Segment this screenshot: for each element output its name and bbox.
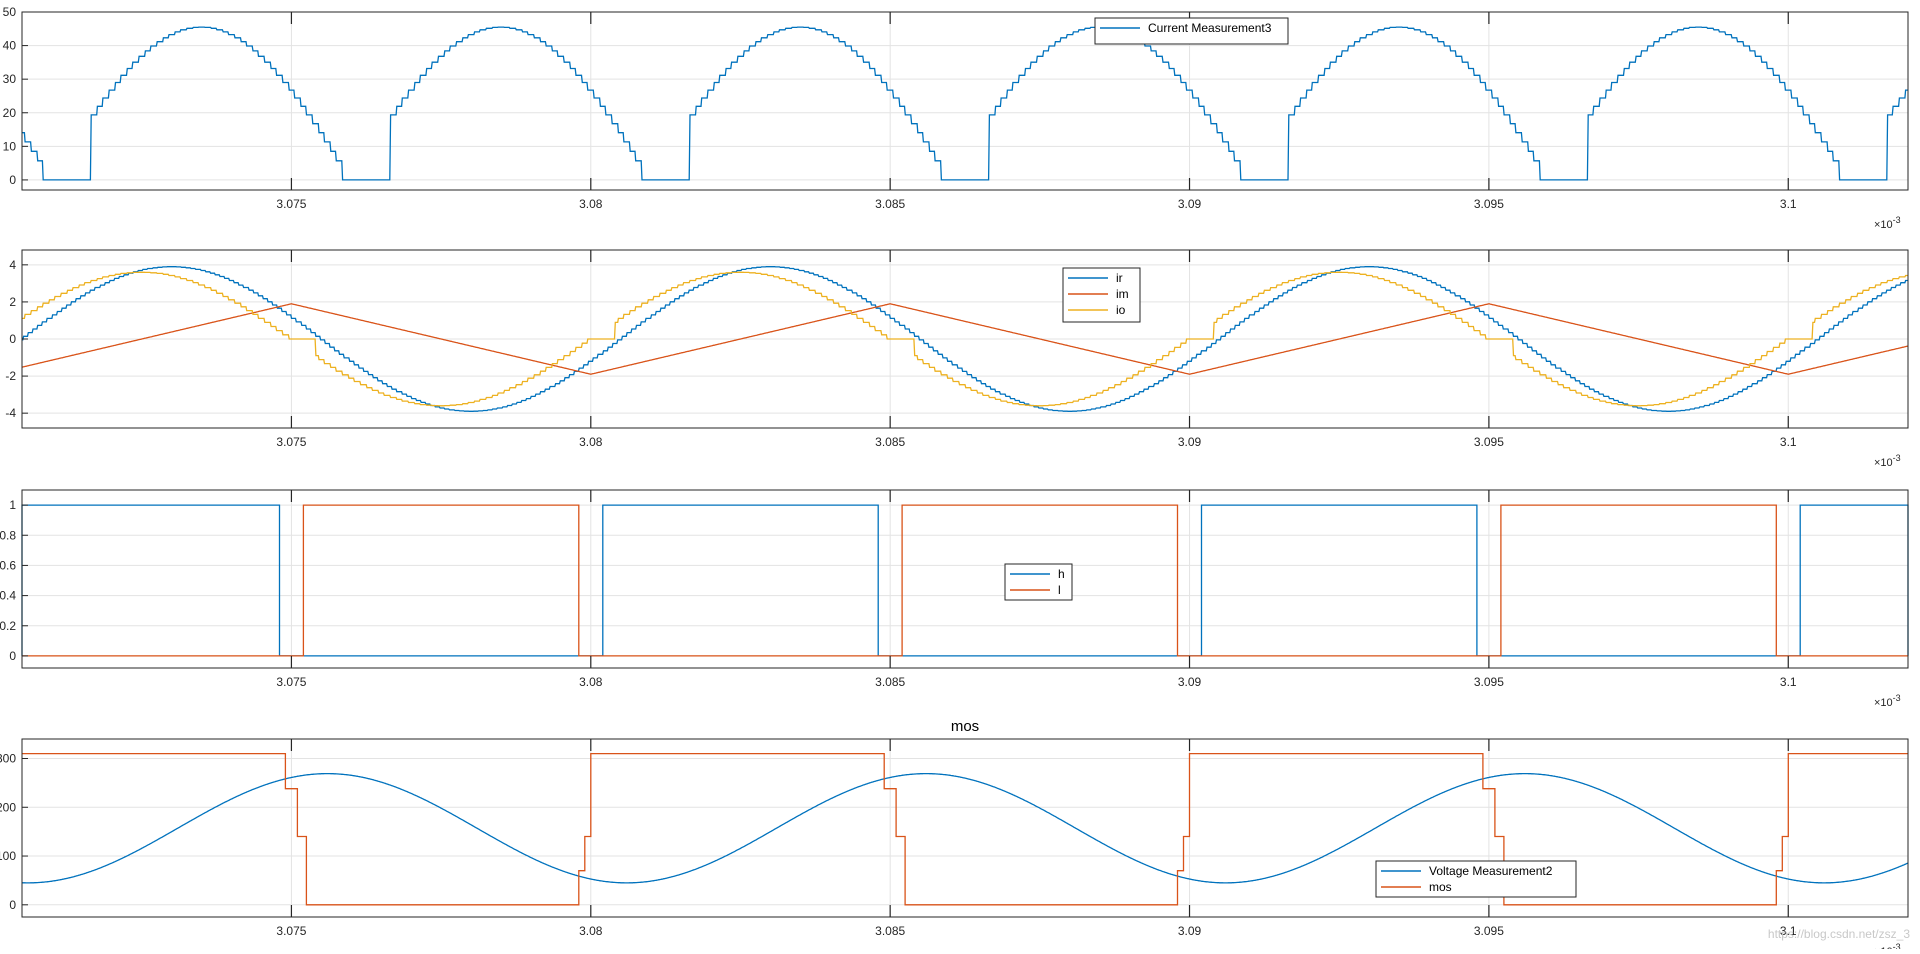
x-tick-label: 3.08 [579,197,603,211]
x-exponent-power: -3 [1893,693,1901,703]
x-tick-label: 3.085 [875,924,905,938]
legend-label-ir: ir [1116,271,1123,285]
plot-title: mos [951,718,979,735]
y-tick-label: 0 [9,898,16,912]
legend-label-l: l [1058,583,1061,597]
watermark: https://blog.csdn.net/zsz_3 [1767,927,1910,941]
x-tick-label: 3.1 [1780,435,1797,449]
series-line-mos [22,752,1908,906]
y-tick-label: 200 [0,800,16,814]
x-exponent-power: -3 [1893,215,1901,225]
axes-box [21,11,1909,191]
legend-box [1375,860,1577,898]
x-tick-label: 3.085 [875,197,905,211]
x-exponent-label: ×10-3 [1874,942,1901,949]
legend: Voltage Measurement2 mos [1375,860,1577,898]
x-tick-label: 3.095 [1474,197,1504,211]
legend-label-im: im [1116,287,1129,301]
x-exponent-power: -3 [1893,942,1901,949]
subplot-2: 3.075 3.08 3.085 3.09 3.095 3.1 -4 -2 0 2 4 ×10-3 ir… [5,249,1909,469]
x-exponent-power: -3 [1893,453,1901,463]
y-tick-label: 10 [3,139,17,153]
y-tick-label: 0.4 [0,589,16,603]
y-tick-label: 0.6 [0,558,16,572]
legend-label-current-measurement3: Current Measurement3 [1148,21,1272,35]
legend-box [1094,17,1289,45]
y-tick-label: 2 [9,295,16,309]
legend: hl [1004,563,1073,601]
legend-label-mos: mos [1429,880,1452,894]
x-tick-label: 3.075 [276,435,306,449]
y-tick-label: 0 [9,173,16,187]
x-tick-label: 3.095 [1474,675,1504,689]
series-line-h [21,504,1909,657]
series-line-current-measurement3 [22,26,1908,181]
x-exponent-label: ×10-3 [1874,693,1901,709]
legend-box [1004,563,1073,601]
series-line-ir [22,266,1908,412]
axes-box [21,738,1909,918]
y-tick-label: 50 [3,5,17,19]
x-tick-label: 3.09 [1178,197,1202,211]
series-line-im [21,303,1909,375]
x-tick-label: 3.08 [579,924,603,938]
legend-label-h: h [1058,567,1065,581]
y-tick-label: 300 [0,752,16,766]
y-tick-label: 1 [9,498,16,512]
x-tick-label: 3.075 [276,197,306,211]
x-tick-label: 3.1 [1780,197,1797,211]
x-tick-label: 3.095 [1474,924,1504,938]
y-tick-label: -2 [5,369,16,383]
x-tick-label: 3.09 [1178,435,1202,449]
x-exponent-label: ×10-3 [1874,215,1901,231]
y-tick-label: 20 [3,106,17,120]
legend: ir im io [1062,267,1141,323]
x-tick-label: 3.095 [1474,435,1504,449]
series-line-l [22,504,1908,657]
y-tick-label: 30 [3,72,17,86]
x-tick-label: 3.08 [579,435,603,449]
y-tick-label: 0 [9,332,16,346]
x-exponent-label: ×10-3 [1874,453,1901,469]
x-tick-label: 3.075 [276,924,306,938]
x-tick-label: 3.1 [1780,924,1797,938]
legend-label-io: io [1116,303,1126,317]
y-tick-label: 0 [9,649,16,663]
subplot-1: 3.075 3.08 3.085 3.09 3.095 3.1 0 10 20 30 40 50 ×10… [3,5,1909,231]
legend-box [1062,267,1141,323]
series-line-io [22,271,1908,407]
subplot-3: 3.075 3.08 3.085 3.09 3.095 3.1 0 0.2 0.4 0.6 0.8 1… [0,489,1909,709]
y-tick-label: 40 [3,39,17,53]
x-tick-label: 3.08 [579,675,603,689]
series-line-voltage-measurement2 [22,772,1909,884]
x-tick-label: 3.1 [1780,675,1797,689]
y-tick-label: 0.2 [0,619,16,633]
axes-box [21,489,1909,669]
x-tick-label: 3.085 [875,435,905,449]
y-tick-label: 0.8 [0,528,16,542]
legend: Current Measurement3 [1094,17,1289,45]
x-tick-label: 3.075 [276,675,306,689]
x-tick-label: 3.09 [1178,924,1202,938]
x-tick-label: 3.085 [875,675,905,689]
x-tick-label: 3.09 [1178,675,1202,689]
subplot-4: mos 3.075 3.08 3.085 3.09 3.095 3.1 0 100 200 300 ×… [0,718,1909,954]
y-tick-label: -4 [5,406,16,420]
y-tick-label: 4 [9,258,16,272]
y-tick-label: 100 [0,849,16,863]
legend-label-voltage-measurement2: Voltage Measurement2 [1429,864,1553,878]
